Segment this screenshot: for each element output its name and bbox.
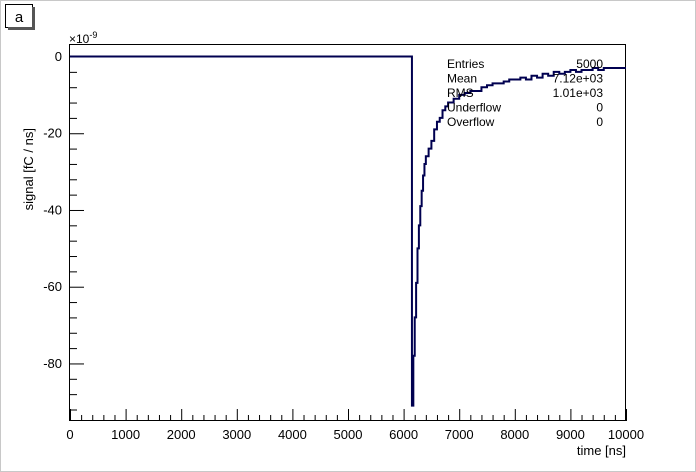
stats-label: Underflow — [447, 101, 501, 115]
series-line — [70, 55, 626, 407]
x-tick-label: 2000 — [167, 427, 196, 442]
y-tick-label: -20 — [43, 126, 62, 141]
stats-value: 5000 — [576, 57, 603, 71]
stats-label: Overflow — [447, 115, 495, 129]
panel-label-text: a — [15, 9, 24, 26]
y-axis-title: signal [fC / ns] — [21, 128, 36, 210]
y-exponent-label: ×10-9 — [69, 30, 97, 46]
x-tick-label: 3000 — [222, 427, 251, 442]
x-tick-label: 7000 — [445, 427, 474, 442]
stats-label: Entries — [447, 57, 484, 71]
plot-frame — [69, 44, 626, 421]
x-tick-label: 1000 — [111, 427, 140, 442]
x-axis: 0 1000 2000 3000 4000 5000 6000 7000 8000 9000 100… — [66, 409, 644, 442]
x-tick-label: 9000 — [556, 427, 585, 442]
y-tick-label: -60 — [43, 279, 62, 294]
x-axis-title: time [ns] — [577, 443, 626, 458]
x-tick-label: 5000 — [334, 427, 363, 442]
y-exponent: -9 — [89, 30, 97, 40]
y-tick-label: 0 — [55, 49, 62, 64]
stats-label: Mean — [447, 72, 477, 86]
stats-value: 7.12e+03 — [553, 72, 604, 86]
stats-value: 0 — [596, 115, 603, 129]
y-multiplier: ×10 — [69, 32, 90, 46]
x-tick-label: 10000 — [608, 427, 644, 442]
y-axis: 0 -20 -40 -60 -80 — [43, 49, 84, 411]
x-tick-label: 6000 — [389, 427, 418, 442]
panel-label: a — [5, 4, 35, 30]
stats-label: RMS — [447, 86, 474, 100]
y-tick-label: -80 — [43, 356, 62, 371]
x-tick-label: 0 — [66, 427, 73, 442]
stats-value: 0 — [596, 101, 603, 115]
stats-value: 1.01e+03 — [553, 86, 604, 100]
stats-box: Entries 5000 Mean 7.12e+03 RMS 1.01e+03 Underf… — [447, 57, 603, 129]
y-tick-label: -40 — [43, 202, 62, 217]
x-tick-label: 4000 — [278, 427, 307, 442]
x-tick-label: 8000 — [500, 427, 529, 442]
